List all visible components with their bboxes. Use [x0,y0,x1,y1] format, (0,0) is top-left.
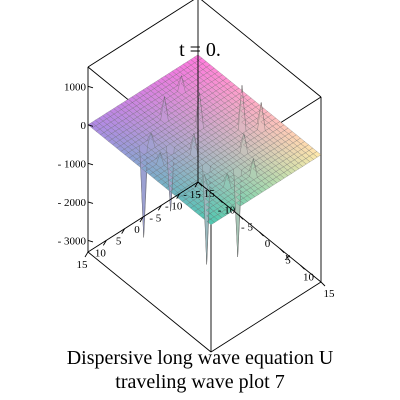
x-tick-label: 0 [265,238,271,250]
x-tick [218,198,223,203]
y-tick-label: - 15 [183,189,201,201]
y-tick-label: 0 [134,224,140,236]
z-tick-label: 1000 [64,81,87,93]
chart-title: t = 0. [179,39,221,61]
x-tick-label: 15 [324,288,336,300]
x-tick-label: - 10 [218,205,236,217]
x-tick [259,231,264,237]
y-tick [139,216,144,223]
y-tick-label: - 5 [149,212,161,224]
surface-plot [87,54,322,265]
z-tick-label: 0 [81,120,87,132]
y-tick-label: 10 [95,247,107,259]
z-tick [87,124,94,127]
y-tick [176,193,181,199]
box-edge [87,0,195,68]
z-tick [87,240,94,243]
z-tick-label: - 2000 [58,197,87,209]
caption-line-2: traveling wave plot 7 [115,371,285,393]
box-edge [200,0,322,98]
y-tick-label: 15 [77,259,89,271]
surface-cell [312,151,322,158]
y-tick [194,181,199,188]
z-tick [87,201,94,204]
x-tick [279,248,285,253]
x-tick-label: 5 [285,255,291,267]
x-tick [238,215,244,220]
x-tick-label: 10 [303,271,315,283]
x-tick-label: - 15 [197,188,215,200]
x-axis-label: x [284,251,290,263]
z-tick [87,85,94,89]
z-tick-label: - 3000 [58,235,87,247]
x-tick-label: - 5 [241,221,253,233]
box-edge [210,281,322,353]
y-tick [102,240,107,246]
z-tick [87,162,94,166]
y-tick [84,251,89,258]
caption-line-1: Dispersive long wave equation U [66,347,334,369]
x-tick [197,181,203,187]
z-tick-label: - 1000 [58,158,87,170]
y-tick [157,205,162,211]
x-tick [320,281,326,287]
y-tick-label: 5 [116,236,122,248]
x-tick [300,265,305,270]
y-tick [121,228,126,234]
y-tick-label: - 10 [165,201,183,213]
box-edge [87,251,212,353]
